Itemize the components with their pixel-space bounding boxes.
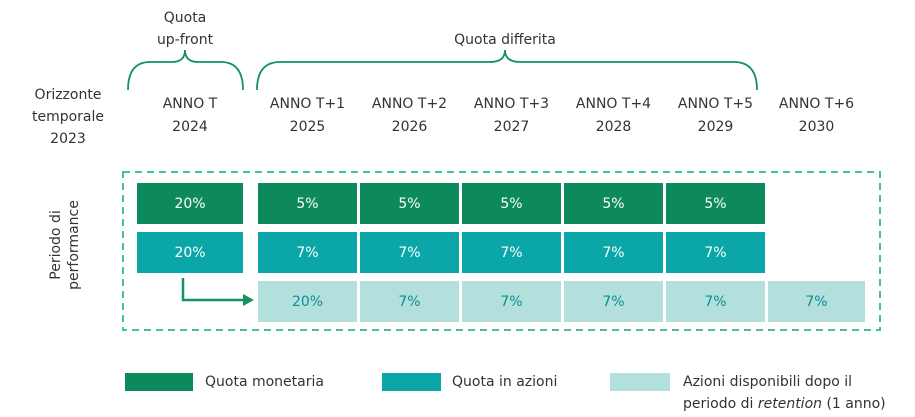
cell: [258, 232, 357, 273]
brace: [256, 49, 758, 91]
cell: [137, 183, 243, 224]
performance-label: performance: [66, 200, 82, 290]
horizon-label: 2023: [50, 131, 86, 147]
column-year: 2025: [290, 119, 326, 135]
cell: [564, 232, 663, 273]
cell-value: 7%: [500, 245, 522, 261]
column-year: 2029: [698, 119, 734, 135]
cell-value: 7%: [704, 245, 726, 261]
cell-value: 20%: [174, 196, 205, 212]
horizon-label: temporale: [32, 109, 104, 125]
cell-value: 7%: [398, 294, 420, 310]
cell-value: 20%: [292, 294, 323, 310]
cell-value: 5%: [398, 196, 420, 212]
column-year: 2027: [494, 119, 530, 135]
legend-swatch: [382, 373, 441, 391]
brace: [127, 49, 244, 91]
horizon-label: Orizzonte: [35, 87, 102, 103]
column-label: ANNO T+3: [474, 96, 549, 112]
cell: [666, 232, 765, 273]
upfront-title: Quota: [164, 10, 207, 26]
column-label: ANNO T+1: [270, 96, 345, 112]
column-year: 2030: [799, 119, 835, 135]
legend-label: Azioni disponibili dopo il: [683, 374, 852, 390]
cell: [666, 183, 765, 224]
cell-value: 5%: [296, 196, 318, 212]
cell: [258, 281, 357, 322]
cell-value: 7%: [704, 294, 726, 310]
legend-label: Quota in azioni: [452, 374, 557, 390]
cell-value: 7%: [500, 294, 522, 310]
legend-label: Quota monetaria: [205, 374, 324, 390]
performance-box: [122, 171, 881, 331]
legend-label: periodo di retention (1 anno): [683, 396, 886, 412]
cell-value: 5%: [602, 196, 624, 212]
legend-label: periodo di: [683, 396, 758, 412]
column-label: ANNO T+4: [576, 96, 651, 112]
cell-value: 7%: [602, 294, 624, 310]
cell: [258, 183, 357, 224]
cell: [360, 183, 459, 224]
cell: [360, 281, 459, 322]
column-label: ANNO T: [163, 96, 218, 112]
cell-value: 7%: [398, 245, 420, 261]
upfront-title: up-front: [157, 32, 214, 48]
legend-swatch: [610, 373, 670, 391]
deferred-title: Quota differita: [454, 32, 556, 48]
cell-value: 7%: [296, 245, 318, 261]
column-label: ANNO T+6: [779, 96, 854, 112]
performance-label: Periodo di: [48, 210, 64, 279]
arrow-head: [243, 294, 254, 306]
legend-label: retention: [758, 396, 822, 412]
legend-label: (1 anno): [822, 396, 886, 412]
cell: [360, 232, 459, 273]
cell-value: 20%: [174, 245, 205, 261]
cell: [137, 232, 243, 273]
arrow: [181, 278, 246, 302]
column-year: 2024: [172, 119, 208, 135]
legend-swatch: [125, 373, 193, 391]
cell: [462, 232, 561, 273]
cell: [564, 281, 663, 322]
cell: [564, 183, 663, 224]
cell: [462, 183, 561, 224]
cell: [462, 281, 561, 322]
cell-value: 7%: [602, 245, 624, 261]
cell-value: 5%: [500, 196, 522, 212]
cell: [666, 281, 765, 322]
column-year: 2026: [392, 119, 428, 135]
column-label: ANNO T+2: [372, 96, 447, 112]
legend-label: Azioni disponibili dopo il: [683, 374, 852, 390]
cell: [768, 281, 865, 322]
cell-value: 5%: [704, 196, 726, 212]
column-year: 2028: [596, 119, 632, 135]
cell-value: 7%: [805, 294, 827, 310]
column-label: ANNO T+5: [678, 96, 753, 112]
